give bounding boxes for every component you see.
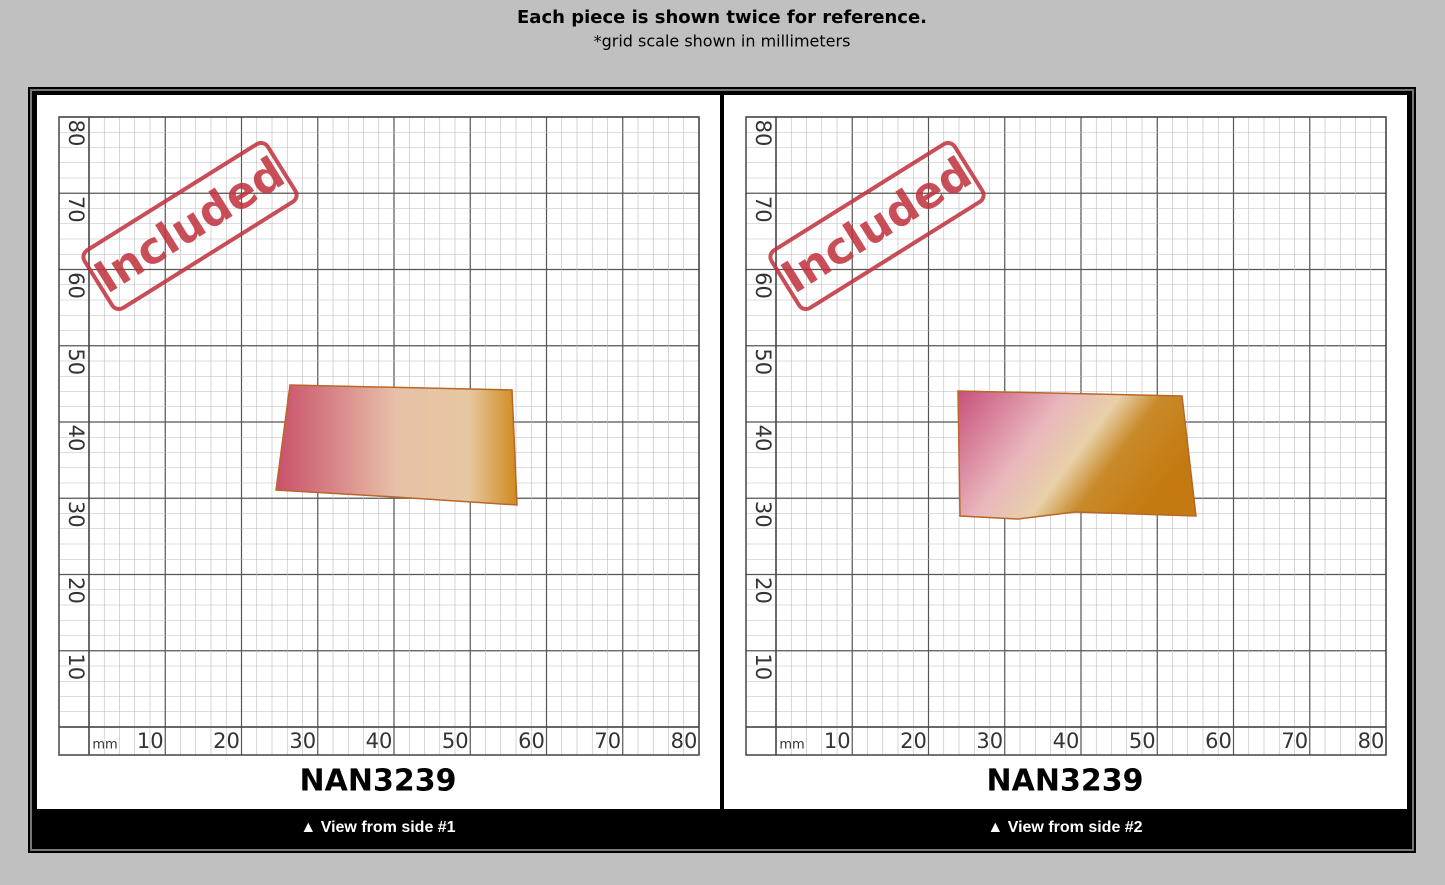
x-label: 50 <box>442 729 469 753</box>
y-label: 70 <box>751 196 775 223</box>
grid-frame <box>745 116 1387 756</box>
grid-frame <box>58 116 700 756</box>
stamp-border <box>768 140 986 312</box>
stone <box>275 384 518 506</box>
unit-label: mm <box>92 738 117 753</box>
y-label: 20 <box>751 577 775 604</box>
x-label: 70 <box>594 729 621 753</box>
caption: ▲ View from side #1 <box>300 819 455 836</box>
y-label: 80 <box>64 120 88 147</box>
x-label: 80 <box>671 729 698 753</box>
x-label: 30 <box>976 729 1003 753</box>
x-label: 10 <box>137 729 164 753</box>
stone <box>957 390 1197 520</box>
y-label: 10 <box>64 653 88 680</box>
y-label: 80 <box>751 120 775 147</box>
unit-label: mm <box>779 738 804 753</box>
item-code: NAN3239 <box>987 764 1144 799</box>
x-label: 60 <box>518 729 545 753</box>
y-label: 70 <box>64 196 88 223</box>
x-label: 20 <box>900 729 927 753</box>
caption: ▲ View from side #2 <box>987 819 1142 836</box>
x-label: 20 <box>213 729 240 753</box>
item-code: NAN3239 <box>300 764 457 799</box>
y-label: 20 <box>64 577 88 604</box>
y-label: 10 <box>751 653 775 680</box>
x-label: 70 <box>1281 729 1308 753</box>
y-label: 60 <box>751 272 775 299</box>
y-label: 50 <box>64 348 88 375</box>
x-label: 10 <box>824 729 851 753</box>
y-label: 40 <box>64 425 88 452</box>
x-label: 50 <box>1129 729 1156 753</box>
y-label: 40 <box>751 425 775 452</box>
y-label: 60 <box>64 272 88 299</box>
y-label: 30 <box>64 501 88 528</box>
x-label: 80 <box>1358 729 1385 753</box>
x-label: 30 <box>289 729 316 753</box>
x-label: 60 <box>1205 729 1232 753</box>
subtitle: *grid scale shown in millimeters <box>594 32 851 51</box>
x-label: 40 <box>366 729 393 753</box>
x-label: 40 <box>1053 729 1080 753</box>
title: Each piece is shown twice for reference. <box>517 7 927 28</box>
y-label: 30 <box>751 501 775 528</box>
stamp-border <box>81 140 299 312</box>
y-label: 50 <box>751 348 775 375</box>
